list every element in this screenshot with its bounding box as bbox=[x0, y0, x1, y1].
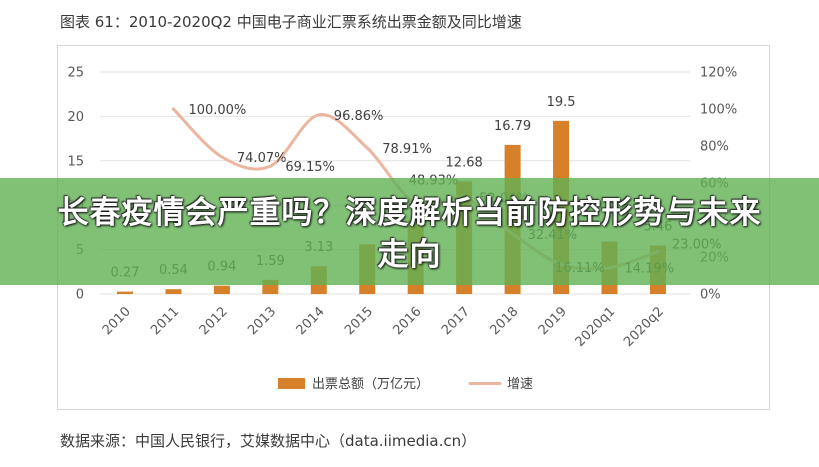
x-axis-tick-label: 2011 bbox=[148, 304, 182, 338]
x-axis-tick-label: 2013 bbox=[245, 304, 279, 338]
x-axis-tick-label: 2015 bbox=[342, 304, 376, 338]
legend-bar-swatch bbox=[278, 378, 305, 389]
x-axis-tick-label: 2014 bbox=[294, 304, 328, 338]
banner-background bbox=[0, 178, 819, 285]
bar-data-label: 12.68 bbox=[446, 155, 483, 170]
growth-data-label: 96.86% bbox=[334, 109, 384, 124]
growth-data-label: 74.07% bbox=[237, 151, 287, 166]
x-axis-tick-label: 2016 bbox=[391, 304, 425, 338]
legend-bar-label: 出票总额（万亿元） bbox=[312, 377, 429, 392]
legend-line-label: 增速 bbox=[507, 377, 533, 392]
x-axis-tick-label: 2019 bbox=[536, 304, 570, 338]
left-axis-tick-label: 25 bbox=[67, 66, 84, 81]
growth-data-label: 78.91% bbox=[382, 142, 432, 157]
left-axis-tick-label: 20 bbox=[67, 110, 84, 125]
growth-point bbox=[268, 164, 272, 168]
x-axis-tick-label: 2020q2 bbox=[621, 304, 667, 350]
banner-headline: 长春疫情会严重吗？深度解析当前防控形势与未来走向 bbox=[57, 195, 762, 273]
bar-data-label: 19.5 bbox=[547, 95, 576, 110]
bar bbox=[117, 291, 133, 294]
right-axis-tick-label: 0% bbox=[700, 288, 721, 303]
growth-point bbox=[171, 107, 175, 111]
chart-title: 图表 61：2010-2020Q2 中国电子商业汇票系统出票金额及同比增速 bbox=[60, 13, 522, 31]
right-axis-tick-label: 80% bbox=[700, 140, 729, 155]
right-axis-tick-label: 100% bbox=[700, 103, 737, 118]
x-axis-tick-label: 2017 bbox=[439, 304, 473, 338]
legend: 出票总额（万亿元） 增速 bbox=[278, 377, 533, 392]
x-axis-tick-label: 2018 bbox=[487, 304, 521, 338]
x-axis-tick-label: 2010 bbox=[100, 304, 134, 338]
right-axis-tick-label: 120% bbox=[700, 66, 737, 81]
x-axis-tick-label: 2020q1 bbox=[573, 304, 619, 350]
left-axis-tick-label: 15 bbox=[67, 154, 84, 169]
headline-banner[interactable]: 长春疫情会严重吗？深度解析当前防控形势与未来走向 bbox=[0, 178, 819, 285]
growth-point bbox=[220, 155, 224, 159]
growth-point bbox=[317, 113, 321, 117]
bar bbox=[165, 289, 182, 294]
x-axis: 2010 2011 2012 2013 2014 2015 2016 2017 2018 2019… bbox=[100, 304, 667, 350]
growth-point bbox=[365, 146, 369, 150]
bar-data-label: 16.79 bbox=[494, 119, 531, 134]
growth-data-label: 100.00% bbox=[188, 103, 246, 118]
growth-data-label: 69.15% bbox=[285, 160, 335, 175]
source-note: 数据来源：中国人民银行，艾媒数据中心（data.iimedia.cn） bbox=[60, 432, 476, 450]
bar bbox=[213, 285, 230, 294]
x-axis-tick-label: 2012 bbox=[197, 304, 231, 338]
left-axis-tick-label: 0 bbox=[76, 288, 84, 303]
